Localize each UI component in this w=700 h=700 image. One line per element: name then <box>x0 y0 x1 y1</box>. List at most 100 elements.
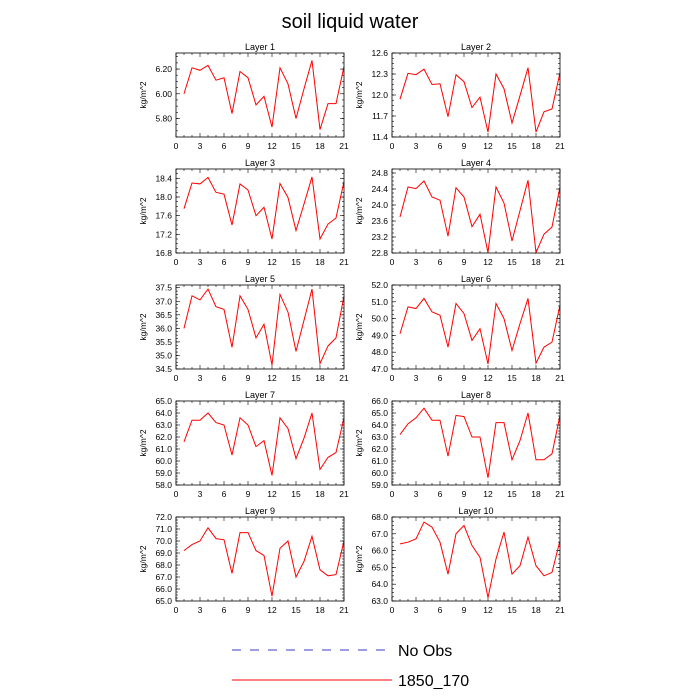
x-tick-label: 15 <box>507 489 517 499</box>
y-tick-label: 17.2 <box>155 229 172 239</box>
x-tick-label: 15 <box>507 141 517 151</box>
y-tick-label: 63.0 <box>371 596 388 606</box>
plot-frame <box>175 516 345 602</box>
y-tick-label: 37.0 <box>155 296 172 306</box>
y-axis-label: kg/m^2 <box>354 197 364 224</box>
x-tick-label: 15 <box>507 257 517 267</box>
x-tick-label: 21 <box>339 373 349 383</box>
y-tick-label: 65.0 <box>155 396 172 406</box>
x-tick-label: 12 <box>483 373 493 383</box>
series-line-1850-170 <box>183 526 345 597</box>
x-tick-label: 9 <box>246 489 251 499</box>
x-tick-label: 0 <box>390 489 395 499</box>
y-tick-label: 63.0 <box>155 420 172 430</box>
y-tick-label: 11.7 <box>372 111 388 121</box>
x-tick-label: 0 <box>174 373 179 383</box>
y-tick-label: 23.6 <box>371 216 388 226</box>
x-tick-label: 9 <box>462 489 467 499</box>
panel-6: Layer 6 kg/m^2 0 3 6 9 12 15 18 21 47.0 48.0 49.0 50.… <box>354 274 565 383</box>
x-tick-label: 15 <box>291 489 301 499</box>
panel-title: Layer 8 <box>461 390 491 400</box>
y-tick-label: 35.0 <box>155 350 172 360</box>
panel-title: Layer 3 <box>245 158 275 168</box>
panel-2: Layer 2 kg/m^2 0 3 6 9 12 15 18 21 11.4 11.7 12.0 12.… <box>354 42 565 151</box>
x-tick-label: 0 <box>174 257 179 267</box>
x-tick-label: 12 <box>483 489 493 499</box>
x-tick-label: 6 <box>438 605 443 615</box>
panel-title: Layer 6 <box>461 274 491 284</box>
x-tick-label: 6 <box>222 141 227 151</box>
x-tick-label: 21 <box>339 489 349 499</box>
series-line-1850-170 <box>183 176 345 241</box>
y-tick-label: 37.5 <box>155 283 172 293</box>
y-tick-label: 24.4 <box>371 184 388 194</box>
y-tick-label: 64.0 <box>371 420 388 430</box>
x-tick-label: 15 <box>291 605 301 615</box>
x-tick-label: 0 <box>174 605 179 615</box>
x-tick-label: 18 <box>315 257 325 267</box>
x-tick-label: 3 <box>198 257 203 267</box>
y-tick-label: 62.0 <box>371 444 388 454</box>
y-tick-label: 6.20 <box>155 64 172 74</box>
x-tick-label: 12 <box>267 373 277 383</box>
panel-title: Layer 9 <box>245 506 275 516</box>
x-tick-label: 9 <box>462 373 467 383</box>
panel-1: Layer 1 kg/m^2 0 3 6 9 12 15 18 21 5.80 6.00 6.20 <box>138 42 349 151</box>
plot-frame <box>175 284 345 370</box>
y-tick-label: 63.0 <box>371 432 388 442</box>
x-tick-label: 6 <box>222 489 227 499</box>
x-tick-label: 6 <box>438 489 443 499</box>
x-tick-label: 6 <box>222 605 227 615</box>
x-tick-label: 18 <box>531 605 541 615</box>
y-axis-label: kg/m^2 <box>138 81 148 108</box>
x-tick-label: 12 <box>267 141 277 151</box>
y-tick-label: 67.0 <box>155 572 172 582</box>
y-tick-label: 59.0 <box>371 480 388 490</box>
plot-frame <box>391 400 561 486</box>
y-tick-label: 66.0 <box>155 584 172 594</box>
y-axis-label: kg/m^2 <box>354 545 364 572</box>
x-tick-label: 21 <box>555 373 565 383</box>
panel-title: Layer 5 <box>245 274 275 284</box>
plot-frame <box>391 52 561 138</box>
plot-frame <box>391 168 561 254</box>
y-tick-label: 16.8 <box>155 248 172 258</box>
panel-grid: Layer 1kg/m^20 3 6 9 12 15 18 215.806.006.20Lay… <box>138 42 565 615</box>
x-tick-label: 6 <box>438 373 443 383</box>
y-tick-label: 62.0 <box>155 432 172 442</box>
x-tick-label: 0 <box>390 141 395 151</box>
y-tick-label: 50.0 <box>371 314 388 324</box>
y-tick-label: 24.0 <box>371 200 388 210</box>
x-tick-label: 18 <box>531 373 541 383</box>
y-tick-label: 72.0 <box>155 512 172 522</box>
x-tick-label: 21 <box>339 605 349 615</box>
x-tick-label: 21 <box>555 141 565 151</box>
panel-title: Layer 4 <box>461 158 491 168</box>
y-tick-label: 22.8 <box>371 248 388 258</box>
y-tick-label: 18.0 <box>155 192 172 202</box>
panel-title: Layer 7 <box>245 390 275 400</box>
panel-3: Layer 3 kg/m^2 0 3 6 9 12 15 18 21 16.8 17.2 17.6 18.… <box>138 158 349 267</box>
x-tick-label: 18 <box>315 489 325 499</box>
series-line-1850-170 <box>399 521 561 598</box>
x-tick-label: 0 <box>390 373 395 383</box>
panel-5: Layer 5 kg/m^2 0 3 6 9 12 15 18 21 34.5 35.0 35.5 36.… <box>138 274 349 383</box>
x-tick-label: 18 <box>315 605 325 615</box>
legend-label-1850-170: 1850_170 <box>398 673 469 690</box>
panel-4: Layer 4 kg/m^2 0 3 6 9 12 15 18 21 22.8 23.2 23.6 24.… <box>354 158 565 267</box>
y-tick-label: 60.0 <box>155 456 172 466</box>
y-tick-label: 66.0 <box>371 546 388 556</box>
y-tick-label: 23.2 <box>371 232 388 242</box>
y-tick-label: 71.0 <box>155 524 172 534</box>
x-tick-label: 18 <box>531 257 541 267</box>
y-tick-label: 36.5 <box>155 310 172 320</box>
y-tick-label: 67.0 <box>371 529 388 539</box>
x-tick-label: 0 <box>174 141 179 151</box>
x-tick-label: 6 <box>222 257 227 267</box>
series-line-1850-170 <box>399 407 561 478</box>
x-tick-label: 9 <box>246 373 251 383</box>
panel-8: Layer 8 kg/m^2 0 3 6 9 12 15 18 21 59.0 60.0 61.0 62.… <box>354 390 565 499</box>
y-tick-label: 6.00 <box>155 89 172 99</box>
x-tick-label: 3 <box>414 141 419 151</box>
